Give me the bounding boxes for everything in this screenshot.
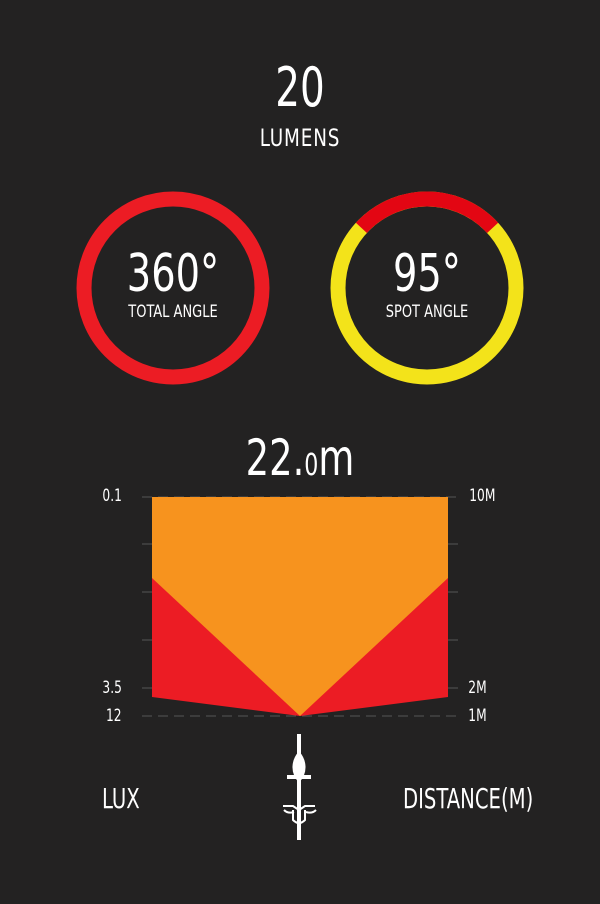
spot-angle-arc [355, 191, 499, 234]
total-angle-label: TOTAL ANGLE [128, 302, 218, 322]
lux-axis-title: LUX [102, 782, 140, 815]
distance-main: 22. [245, 429, 305, 487]
distance-decimal: 0 [304, 448, 319, 483]
lux-tick-top: 0.1 [102, 486, 122, 506]
distance-tick-bottom: 1M [468, 706, 487, 726]
distance-readout: 22.0m [54, 428, 546, 496]
distance-unit: m [318, 429, 355, 487]
lumens-value: 20 [275, 56, 325, 119]
chart-minor-ticks [142, 543, 458, 689]
total-angle-value: 360° [126, 244, 220, 304]
spot-angle-label: SPOT ANGLE [385, 302, 469, 322]
distance-tick-top: 10M [469, 486, 496, 506]
bicycle-top-view-icon [283, 734, 317, 840]
lux-tick-mid: 3.5 [102, 678, 122, 698]
distance-axis-title: DISTANCE(M) [403, 782, 534, 815]
distance-tick-mid: 2M [468, 678, 487, 698]
spot-angle-value: 95° [393, 244, 461, 304]
total-angle-ring [76, 191, 270, 385]
lumens-label: LUMENS [259, 124, 341, 152]
spot-beam-area [152, 497, 448, 716]
lux-tick-bottom: 12 [105, 706, 122, 726]
